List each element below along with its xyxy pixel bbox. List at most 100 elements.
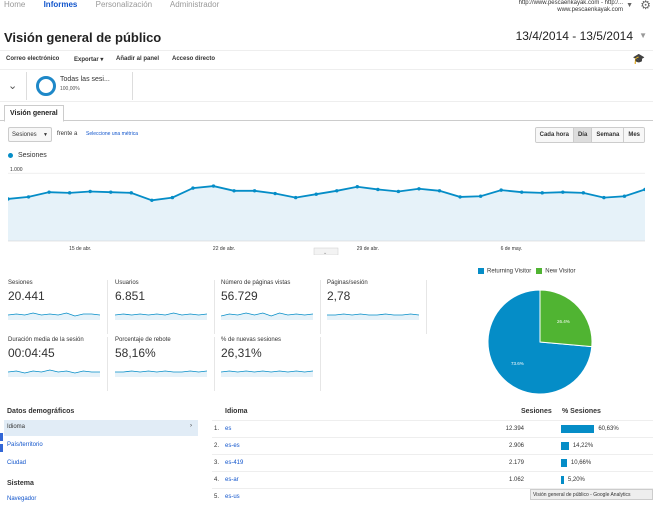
x-tick-label: 15 de abr. [69, 246, 91, 252]
left-item-language-label: Idioma [7, 424, 26, 430]
data-point[interactable] [293, 195, 298, 200]
data-point[interactable] [602, 195, 606, 200]
left-item-city[interactable]: Ciudad [7, 460, 27, 466]
chart-controls: Sesiones ▼ frente a Seleccione una métri… [0, 124, 653, 146]
nav-admin[interactable]: Administrador [169, 0, 220, 9]
granularity-hourly[interactable]: Cada hora [535, 128, 573, 142]
visitor-type-pie-chart[interactable]: 73.6% 26.4% [486, 288, 594, 396]
data-point[interactable] [88, 189, 92, 194]
data-point[interactable] [561, 190, 565, 194]
data-point[interactable] [67, 191, 72, 195]
chevron-down-icon[interactable]: ▼ [639, 31, 647, 40]
segment-label[interactable]: Todas las sesi... [60, 76, 110, 83]
nav-reports[interactable]: Informes [43, 0, 78, 9]
row-percent-bar [561, 442, 569, 450]
data-point[interactable] [252, 189, 257, 193]
email-button[interactable]: Correo electrónico [6, 56, 60, 62]
data-point[interactable] [47, 190, 51, 194]
data-point[interactable] [458, 195, 462, 199]
pie-slice-label: 26.4% [557, 319, 570, 324]
data-point[interactable] [396, 189, 401, 194]
gear-icon[interactable]: ⚙ [640, 0, 651, 12]
nav-customization[interactable]: Personalización [95, 0, 153, 9]
data-point[interactable] [335, 189, 339, 193]
data-point[interactable] [191, 186, 195, 190]
graduation-cap-icon[interactable]: 🎓 [632, 54, 645, 65]
data-point[interactable] [622, 194, 627, 198]
row-language-link[interactable]: es-ar [225, 477, 239, 483]
granularity-week[interactable]: Semana [591, 128, 624, 142]
data-point[interactable] [26, 195, 31, 199]
metric-card[interactable]: Duración media de la sesión 00:04:45 [8, 337, 108, 391]
row-index: 4. [214, 477, 220, 483]
data-point[interactable] [417, 187, 421, 191]
data-point[interactable] [232, 189, 236, 193]
metric-select[interactable]: Sesiones ▼ [8, 127, 52, 142]
row-language-link[interactable]: es-us [225, 494, 240, 500]
main-nav: Home Informes Personalización Administra… [4, 0, 235, 9]
data-point[interactable] [499, 188, 503, 192]
left-item-browser[interactable]: Navegador [7, 496, 37, 502]
metric-select-value: Sesiones [12, 132, 37, 138]
metric-card[interactable]: % de nuevas sesiones 26,31% [221, 337, 321, 391]
data-point[interactable] [150, 198, 154, 203]
data-point[interactable] [376, 187, 380, 192]
data-point[interactable] [520, 190, 524, 194]
granularity-day[interactable]: Día [572, 128, 592, 142]
metric-card[interactable]: Porcentaje de rebote 58,16% [115, 337, 215, 391]
pie-slice-new[interactable] [539, 289, 593, 348]
add-to-dashboard-button[interactable]: Añadir al panel [116, 56, 160, 62]
tab-overview[interactable]: Visión general [4, 105, 64, 122]
table-row: 4. es-ar 1.062 5,20% [212, 471, 653, 488]
left-item-language[interactable]: Idioma › [4, 420, 198, 436]
nav-home[interactable]: Home [4, 0, 26, 9]
metric-card[interactable]: Sesiones 20.441 [8, 280, 108, 334]
metric-card[interactable]: Número de páginas vistas 56.729 [221, 280, 321, 334]
metric-card[interactable]: Páginas/sesión 2,78 [327, 280, 427, 334]
row-percent-bar [561, 476, 564, 484]
data-point[interactable] [109, 190, 113, 194]
data-point[interactable] [273, 191, 277, 196]
row-sessions: 1.062 [508, 477, 524, 483]
data-point[interactable] [170, 195, 175, 200]
row-language-link[interactable]: es [225, 426, 232, 432]
x-tick-label: 6 de may. [501, 246, 523, 252]
x-tick-label: 29 de abr. [357, 246, 379, 252]
data-point[interactable] [8, 197, 10, 201]
data-point[interactable] [129, 191, 133, 195]
granularity-month[interactable]: Mes [623, 128, 644, 142]
row-language-link[interactable]: es-419 [225, 460, 244, 466]
row-sessions: 2.906 [508, 443, 524, 449]
data-point[interactable] [643, 187, 645, 192]
pie-slice-label: 73.6% [511, 361, 524, 366]
select-metric-link[interactable]: Seleccione una métrica [86, 131, 138, 137]
account-selector[interactable]: http://www.pescaenkayak.com - http:/... … [519, 0, 623, 14]
chevron-down-icon[interactable]: ▼ [626, 2, 633, 9]
segment-percentage: 100,00% [60, 86, 80, 92]
table-row: 5. es-us [212, 488, 653, 505]
data-point[interactable] [478, 194, 483, 198]
chevron-down-icon[interactable]: ⌄ [8, 80, 18, 92]
metric-card[interactable]: Usuarios 6.851 [115, 280, 215, 334]
data-point[interactable] [437, 189, 442, 193]
sessions-line-chart[interactable]: 1.00050015 de abr.22 de abr.29 de abr.6 … [8, 163, 645, 255]
table-row: 1. es 12.394 60,63% [212, 420, 653, 437]
left-item-country[interactable]: País/territorio [7, 442, 43, 448]
row-sessions: 2.179 [508, 460, 524, 466]
shortcut-button[interactable]: Acceso directo [172, 56, 216, 62]
data-point[interactable] [581, 191, 586, 195]
date-range-picker[interactable]: 13/4/2014 - 13/5/2014 [515, 29, 633, 43]
data-point[interactable] [540, 191, 544, 195]
export-button[interactable]: Exportar ▾ [74, 57, 104, 63]
tooltip: Visión general de público - Google Analy… [530, 489, 653, 500]
table-row: 2. es-es 2.906 14,22% [212, 437, 653, 454]
data-point[interactable] [211, 184, 216, 188]
metric-value: 20.441 [8, 289, 45, 303]
resize-handle[interactable] [313, 247, 339, 255]
metric-sparkline [221, 312, 313, 320]
data-point[interactable] [314, 192, 318, 196]
chart-legend-label: Sesiones [18, 152, 47, 159]
data-point[interactable] [355, 185, 360, 189]
metric-value: 56.729 [221, 289, 258, 303]
row-language-link[interactable]: es-es [225, 443, 240, 449]
